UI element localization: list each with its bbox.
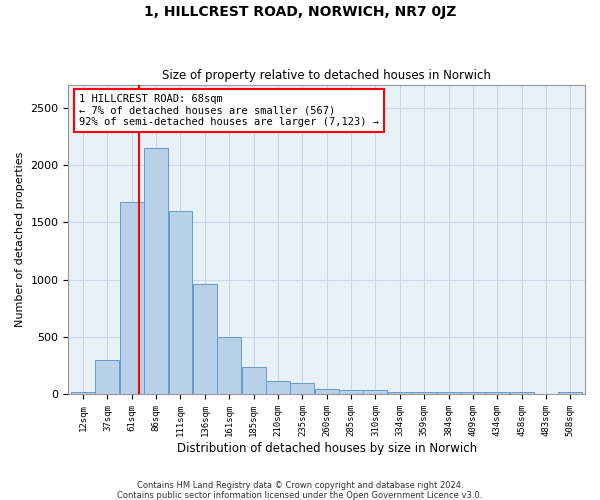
Bar — [437, 392, 460, 394]
Bar — [193, 284, 217, 395]
Bar — [559, 392, 583, 394]
Bar — [290, 383, 314, 394]
Bar — [315, 388, 338, 394]
Bar — [510, 392, 533, 394]
Bar — [339, 390, 363, 394]
Bar — [217, 337, 241, 394]
Bar — [412, 392, 436, 394]
Bar — [71, 392, 95, 394]
Title: Size of property relative to detached houses in Norwich: Size of property relative to detached ho… — [162, 69, 491, 82]
Bar — [266, 380, 290, 394]
X-axis label: Distribution of detached houses by size in Norwich: Distribution of detached houses by size … — [176, 442, 477, 455]
Text: 1 HILLCREST ROAD: 68sqm
← 7% of detached houses are smaller (567)
92% of semi-de: 1 HILLCREST ROAD: 68sqm ← 7% of detached… — [79, 94, 379, 127]
Bar — [388, 392, 412, 394]
Y-axis label: Number of detached properties: Number of detached properties — [15, 152, 25, 327]
Bar — [364, 390, 388, 394]
Text: Contains HM Land Registry data © Crown copyright and database right 2024.: Contains HM Land Registry data © Crown c… — [137, 480, 463, 490]
Bar — [120, 202, 143, 394]
Bar — [169, 211, 193, 394]
Text: Contains public sector information licensed under the Open Government Licence v3: Contains public sector information licen… — [118, 490, 482, 500]
Bar — [461, 392, 485, 394]
Bar — [242, 367, 266, 394]
Bar — [144, 148, 168, 394]
Bar — [95, 360, 119, 394]
Bar — [485, 392, 509, 394]
Text: 1, HILLCREST ROAD, NORWICH, NR7 0JZ: 1, HILLCREST ROAD, NORWICH, NR7 0JZ — [144, 5, 456, 19]
